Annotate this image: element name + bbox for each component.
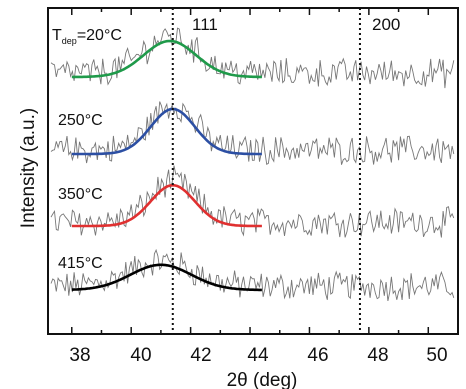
y-axis-title: Intensity (a.u.) [18, 108, 39, 228]
series-raw-0 [50, 248, 455, 301]
series-label-t: T [52, 27, 62, 44]
series-label-sub: dep [62, 36, 77, 46]
ref-label-200: 200 [372, 15, 400, 34]
x-tick-labels: 38 40 42 44 46 48 50 [69, 345, 447, 366]
x-tick-label-40: 40 [130, 345, 151, 366]
x-axis-title: 2θ (deg) [227, 370, 298, 389]
series-label-415C: 415°C [58, 255, 103, 272]
series-raw-3 [50, 27, 455, 89]
series-fit-3 [71, 39, 262, 79]
x-tick-label-48: 48 [367, 345, 388, 366]
series-label-eq: =20°C [77, 27, 122, 44]
series-label-20C: Tdep=20°C [52, 27, 122, 46]
series-raw-2 [50, 101, 455, 166]
series-fit-0 [71, 263, 262, 292]
series-fit-2 [71, 107, 262, 156]
x-tick-label-46: 46 [307, 345, 328, 366]
x-tick-label-42: 42 [190, 345, 211, 366]
series-fit-1 [71, 183, 262, 228]
series-label-350C: 350°C [58, 186, 103, 203]
plot-area [47, 7, 459, 335]
x-tick-label-44: 44 [247, 345, 269, 366]
plot-frame [47, 7, 459, 335]
x-tick-label-50: 50 [426, 345, 447, 366]
series-label-250C: 250°C [58, 112, 103, 129]
ref-label-111: 111 [192, 15, 218, 34]
x-tick-label-38: 38 [69, 345, 90, 366]
